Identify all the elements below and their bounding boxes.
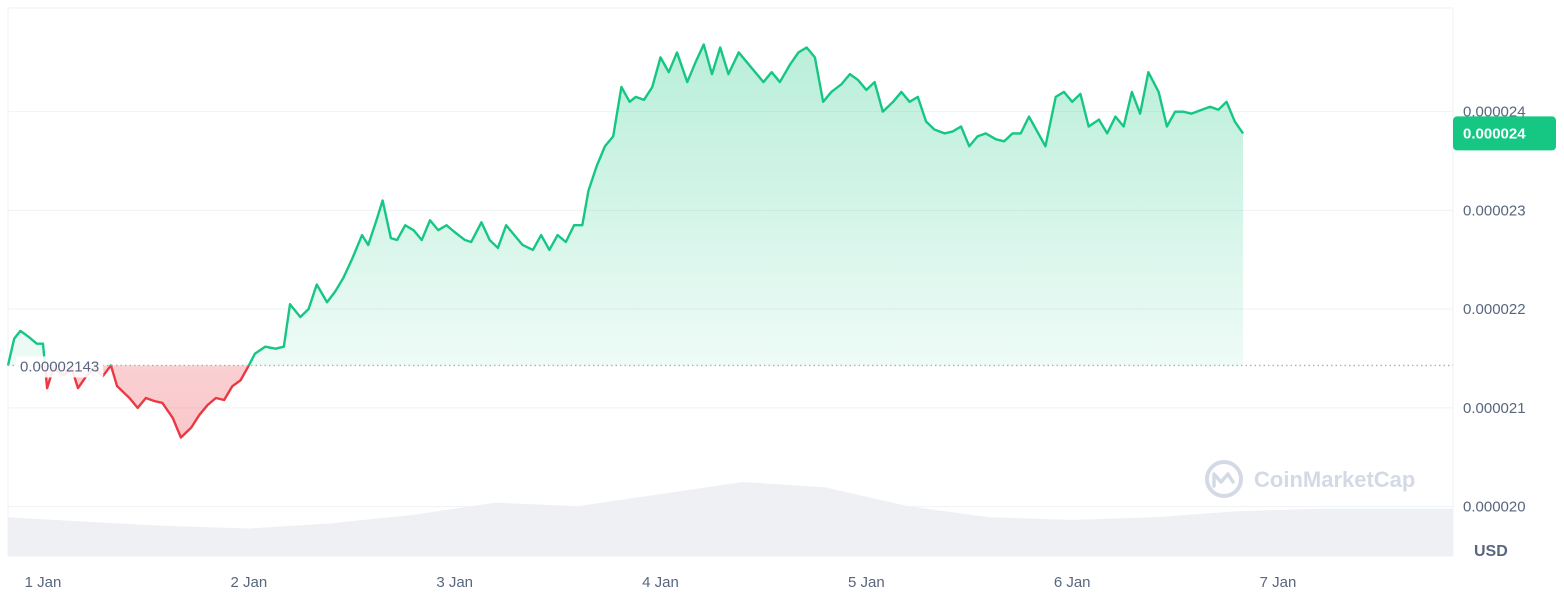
price-area	[8, 44, 1244, 438]
y-axis: 0.000020 0.000021 0.000022 0.000023 0.000024	[1463, 104, 1526, 516]
watermark-text: CoinMarketCap	[1254, 467, 1415, 492]
y-tick-label: 0.000020	[1463, 499, 1526, 516]
price-line-group[interactable]	[6, 43, 1245, 439]
x-tick-label: 7 Jan	[1260, 574, 1297, 591]
volume-area	[8, 482, 1453, 556]
price-line-down[interactable]	[8, 45, 1243, 439]
x-tick-label: 1 Jan	[25, 574, 62, 591]
y-tick-label: 0.000023	[1463, 202, 1526, 219]
price-line-up[interactable]	[6, 43, 1245, 438]
current-price-tag: 0.000024	[1453, 116, 1556, 151]
reference-price-label: 0.00002143	[20, 358, 99, 375]
reference-label-bg	[16, 356, 104, 378]
coinmarketcap-logo-icon	[1205, 460, 1243, 498]
x-tick-label: 5 Jan	[848, 574, 885, 591]
x-tick-label: 3 Jan	[436, 574, 473, 591]
x-tick-label: 4 Jan	[642, 574, 679, 591]
x-tick-label: 6 Jan	[1054, 574, 1091, 591]
price-area-down	[45, 365, 249, 438]
x-axis: 1 Jan 2 Jan 3 Jan 4 Jan 5 Jan 6 Jan 7 Jan	[25, 574, 1297, 591]
watermark: CoinMarketCap	[1205, 460, 1415, 498]
volume-profile	[8, 482, 1453, 556]
current-price-value: 0.000024	[1463, 125, 1526, 142]
y-tick-label: 0.000021	[1463, 400, 1526, 417]
y-tick-label: 0.000022	[1463, 301, 1526, 318]
x-tick-label: 2 Jan	[230, 574, 267, 591]
currency-unit-label: USD	[1474, 543, 1508, 560]
